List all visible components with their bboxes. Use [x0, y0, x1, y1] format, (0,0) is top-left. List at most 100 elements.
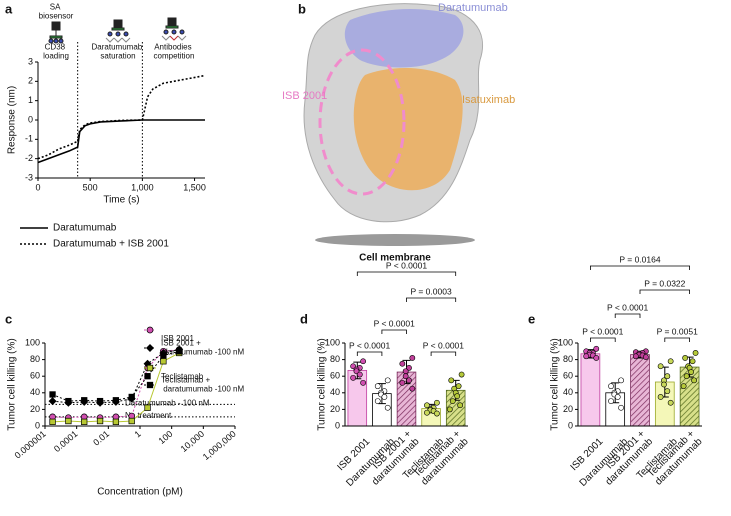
- marker: [112, 397, 120, 404]
- significance-bracket: [590, 337, 616, 342]
- x-tick-label: 0.0001: [52, 429, 80, 454]
- data-point: [593, 355, 600, 361]
- marker: [96, 417, 104, 425]
- y-tick-label: 80: [563, 354, 573, 364]
- marker: [81, 418, 88, 425]
- significance-bracket: [590, 265, 690, 270]
- data-point: [683, 373, 690, 380]
- marker: [176, 348, 183, 355]
- p-value: P < 0.0001: [607, 302, 648, 312]
- y-tick-label: 80: [330, 354, 340, 364]
- data-point: [657, 363, 664, 370]
- marker: [65, 417, 72, 425]
- y-tick-label: 20: [330, 404, 340, 414]
- p-value: P < 0.0001: [386, 260, 427, 270]
- data-point: [350, 374, 357, 381]
- bar: [580, 353, 601, 427]
- data-point: [682, 355, 689, 361]
- p-value: P < 0.0001: [374, 318, 415, 328]
- significance-bracket: [406, 297, 457, 302]
- marker: [160, 358, 167, 365]
- p-value: P = 0.0164: [619, 254, 660, 264]
- annotation: Antibodies competition: [154, 43, 195, 61]
- data-point: [434, 399, 440, 406]
- panel-label: a: [5, 1, 13, 16]
- marker: [144, 404, 151, 411]
- y-tick-label: 60: [330, 371, 340, 381]
- data-point: [618, 377, 624, 384]
- y-tick-label: 100: [25, 337, 40, 347]
- significance-bracket: [664, 337, 690, 342]
- legend-label: ISB 2001 + daratumumab -100 nM: [161, 339, 244, 357]
- data-point: [593, 345, 600, 352]
- x-tick-label: 1: [133, 429, 143, 440]
- y-tick-label: 100: [325, 337, 340, 347]
- significance-bracket: [356, 271, 457, 276]
- marker: [65, 397, 72, 405]
- y-tick-label: 20: [563, 404, 573, 414]
- y-tick-label: -3: [25, 172, 33, 182]
- significance-bracket: [381, 329, 407, 334]
- data-point: [424, 409, 430, 416]
- data-point: [608, 398, 614, 404]
- data-point: [434, 410, 440, 417]
- y-tick-label: 1: [28, 95, 33, 105]
- series-line: [52, 349, 180, 419]
- y-tick-label: 40: [330, 387, 340, 397]
- data-point: [680, 383, 687, 390]
- panel-label: b: [298, 1, 306, 16]
- y-axis-label: Tumor cell killing (%): [550, 338, 561, 430]
- y-axis-label: Tumor cell killing (%): [317, 338, 328, 430]
- x-tick-label: 0: [35, 182, 40, 192]
- marker: [146, 381, 154, 389]
- legend-label: Daratumumab + ISB 2001: [53, 239, 169, 250]
- reference-label: Daratumumab - 100 nM: [125, 399, 210, 408]
- y-tick-label: 80: [30, 354, 40, 364]
- marker: [48, 397, 57, 406]
- data-point: [642, 354, 649, 361]
- significance-bracket: [356, 351, 383, 356]
- data-point: [360, 358, 367, 365]
- data-point: [409, 355, 416, 361]
- data-point: [406, 377, 412, 384]
- data-point: [608, 383, 614, 390]
- marker: [128, 393, 135, 401]
- panel-label: e: [528, 311, 535, 326]
- x-tick-label: 0.000001: [13, 429, 48, 461]
- y-tick-label: -1: [25, 134, 33, 144]
- legend-label: Teclistamab + daratumumab -100 nM: [161, 376, 244, 394]
- reference-label: No treatment: [125, 411, 172, 420]
- x-tick-label: 1,000,000: [201, 429, 238, 462]
- data-point: [661, 381, 667, 388]
- panel-label: d: [300, 311, 308, 326]
- significance-bracket: [639, 289, 690, 294]
- data-point: [446, 406, 453, 413]
- data-point: [402, 368, 409, 375]
- data-point: [399, 360, 406, 367]
- data-point: [583, 353, 590, 360]
- data-point: [457, 402, 464, 409]
- p-value: P = 0.0051: [657, 326, 698, 336]
- data-point: [632, 353, 639, 360]
- data-point: [688, 369, 694, 375]
- data-point: [691, 377, 697, 384]
- data-point: [667, 399, 674, 406]
- marker: [146, 364, 154, 372]
- data-point: [409, 385, 416, 392]
- data-point: [454, 393, 461, 400]
- data-point: [667, 358, 674, 365]
- y-tick-label: 60: [563, 371, 573, 381]
- data-point: [424, 402, 430, 409]
- y-tick-label: -2: [25, 153, 33, 163]
- y-tick-label: 40: [30, 387, 40, 397]
- marker: [146, 344, 154, 352]
- data-point: [449, 398, 456, 404]
- data-point: [614, 394, 621, 400]
- p-value: P < 0.0001: [582, 326, 623, 336]
- annotation: Daratumumab saturation: [92, 43, 145, 61]
- data-point: [448, 377, 455, 384]
- marker: [144, 373, 151, 380]
- marker: [112, 418, 120, 425]
- membrane-caption: Cell membrane: [359, 253, 431, 264]
